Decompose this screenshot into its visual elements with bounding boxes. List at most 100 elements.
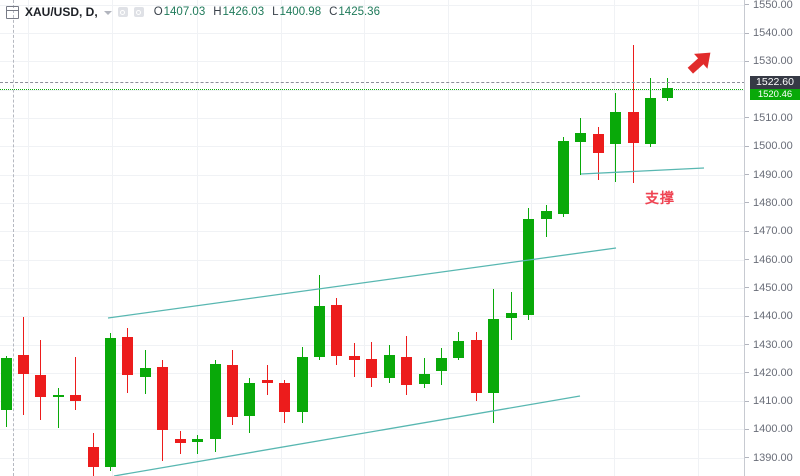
- price-tick-label: 1430.00: [753, 338, 793, 351]
- candle-body: [575, 133, 587, 143]
- legend-action-icon-2[interactable]: [133, 7, 144, 17]
- tick-mark: [745, 259, 749, 261]
- candle-body: [627, 112, 639, 144]
- tick-mark: [745, 60, 749, 62]
- candle-body: [0, 357, 12, 410]
- tick-mark: [745, 117, 749, 119]
- candle-body: [70, 395, 82, 401]
- price-tick-label: 1460.00: [753, 253, 793, 266]
- candle-wick: [353, 343, 355, 378]
- price-tick: 1490.00: [745, 168, 800, 181]
- tick-mark: [745, 174, 749, 176]
- candle-body: [348, 356, 360, 361]
- candle-body: [87, 447, 99, 468]
- gridline-horizontal: [0, 117, 745, 119]
- price-tick-label: 1550.00: [753, 0, 793, 11]
- candle-body: [366, 358, 378, 379]
- gridline-horizontal: [0, 174, 745, 176]
- tick-mark: [745, 230, 749, 232]
- ohlc-open: O 1407.03: [153, 6, 206, 18]
- price-tick: 1400.00: [745, 423, 800, 436]
- candle-body: [436, 358, 447, 372]
- price-axis[interactable]: 1550.00 1540.00 1530.00 1510.00 1500.00 1490.…: [744, 0, 800, 476]
- candle-body: [192, 438, 204, 443]
- candle-body: [17, 354, 29, 375]
- candle-body: [122, 337, 134, 376]
- ohlc-high: H 1426.03: [213, 6, 265, 18]
- candle-body: [505, 312, 517, 319]
- price-tick-label: 1510.00: [753, 111, 793, 124]
- candle-wick: [423, 358, 425, 389]
- candle-body: [314, 306, 326, 358]
- gridline-horizontal: [0, 33, 745, 34]
- price-tick-label: 1490.00: [753, 168, 793, 181]
- symbol-title[interactable]: XAU/USD, D,: [25, 5, 98, 19]
- price-tick-label: 1500.00: [753, 140, 793, 153]
- legend-action-icon-1[interactable]: [117, 7, 128, 17]
- price-tick-label: 1450.00: [753, 281, 793, 294]
- tick-mark: [745, 287, 749, 289]
- price-tick-label: 1400.00: [753, 423, 793, 436]
- price-tick: 1410.00: [745, 395, 800, 408]
- price-tick-label: 1470.00: [753, 225, 793, 238]
- candle-body: [592, 134, 604, 154]
- support-line-trendline[interactable]: [580, 167, 705, 175]
- last-price-line: [0, 89, 745, 91]
- candle-body: [418, 374, 430, 385]
- tick-mark: [745, 457, 749, 459]
- channel-upper-trendline[interactable]: [107, 247, 617, 319]
- tick-mark: [745, 202, 749, 204]
- candle-body: [226, 365, 238, 418]
- candle-body: [139, 368, 151, 378]
- gridline-horizontal: [0, 231, 745, 233]
- price-tick: 1440.00: [745, 310, 800, 323]
- price-tick-label: 1540.00: [753, 27, 793, 39]
- candle-wick: [545, 205, 547, 238]
- price-tick: 1530.00: [745, 55, 800, 68]
- alert-price-label: 1522.60: [750, 75, 800, 89]
- gridline-vertical: [281, 0, 282, 476]
- price-tick-label: 1420.00: [753, 366, 793, 379]
- price-tick: 1480.00: [745, 196, 800, 209]
- ohlc-close: C 1425.36: [329, 6, 380, 18]
- tick-mark: [745, 372, 749, 374]
- price-tick-label: 1390.00: [753, 451, 793, 464]
- candle-body: [470, 340, 482, 394]
- gridline-vertical: [698, 0, 699, 476]
- tick-mark: [745, 315, 749, 317]
- tick-mark: [745, 400, 749, 402]
- candle-body: [610, 112, 622, 145]
- alert-price-line[interactable]: [0, 82, 745, 84]
- channel-lower-trendline[interactable]: [113, 395, 581, 476]
- tick-mark: [745, 145, 749, 147]
- ohlc-readout: O 1407.03 H 1426.03 L 1400.98 C 1425.36: [154, 6, 380, 18]
- crosshair-vertical-line: [13, 0, 14, 476]
- candle-body: [244, 383, 256, 417]
- candle-body: [557, 141, 569, 215]
- gridline-vertical: [112, 0, 113, 476]
- price-tick-label: 1440.00: [753, 310, 793, 323]
- price-tick: 1540.00: [745, 27, 800, 40]
- candle-wick: [597, 127, 599, 180]
- support-annotation-text[interactable]: 支撑: [645, 190, 675, 206]
- price-tick: 1390.00: [745, 451, 800, 464]
- candle-body: [453, 341, 465, 359]
- gridline-vertical: [614, 0, 615, 476]
- candle-body: [540, 211, 552, 220]
- price-tick: 1420.00: [745, 366, 800, 379]
- candle-wick: [57, 388, 59, 429]
- gridline-horizontal: [0, 202, 745, 204]
- tick-mark: [745, 344, 749, 346]
- gridline-horizontal: [0, 344, 745, 346]
- gridline-vertical: [448, 0, 449, 476]
- candle-wick: [266, 365, 268, 396]
- candle-body: [52, 394, 64, 397]
- chevron-down-icon[interactable]: [103, 11, 112, 15]
- chart-legend: XAU/USD, D, O 1407.03 H 1426.03 L 1400.98 C…: [6, 5, 380, 19]
- candle-body: [383, 354, 395, 379]
- candle-wick: [580, 117, 582, 176]
- window-icon[interactable]: [6, 5, 19, 19]
- price-tick-label: 1410.00: [753, 395, 793, 408]
- price-tick: 1550.00: [745, 0, 800, 11]
